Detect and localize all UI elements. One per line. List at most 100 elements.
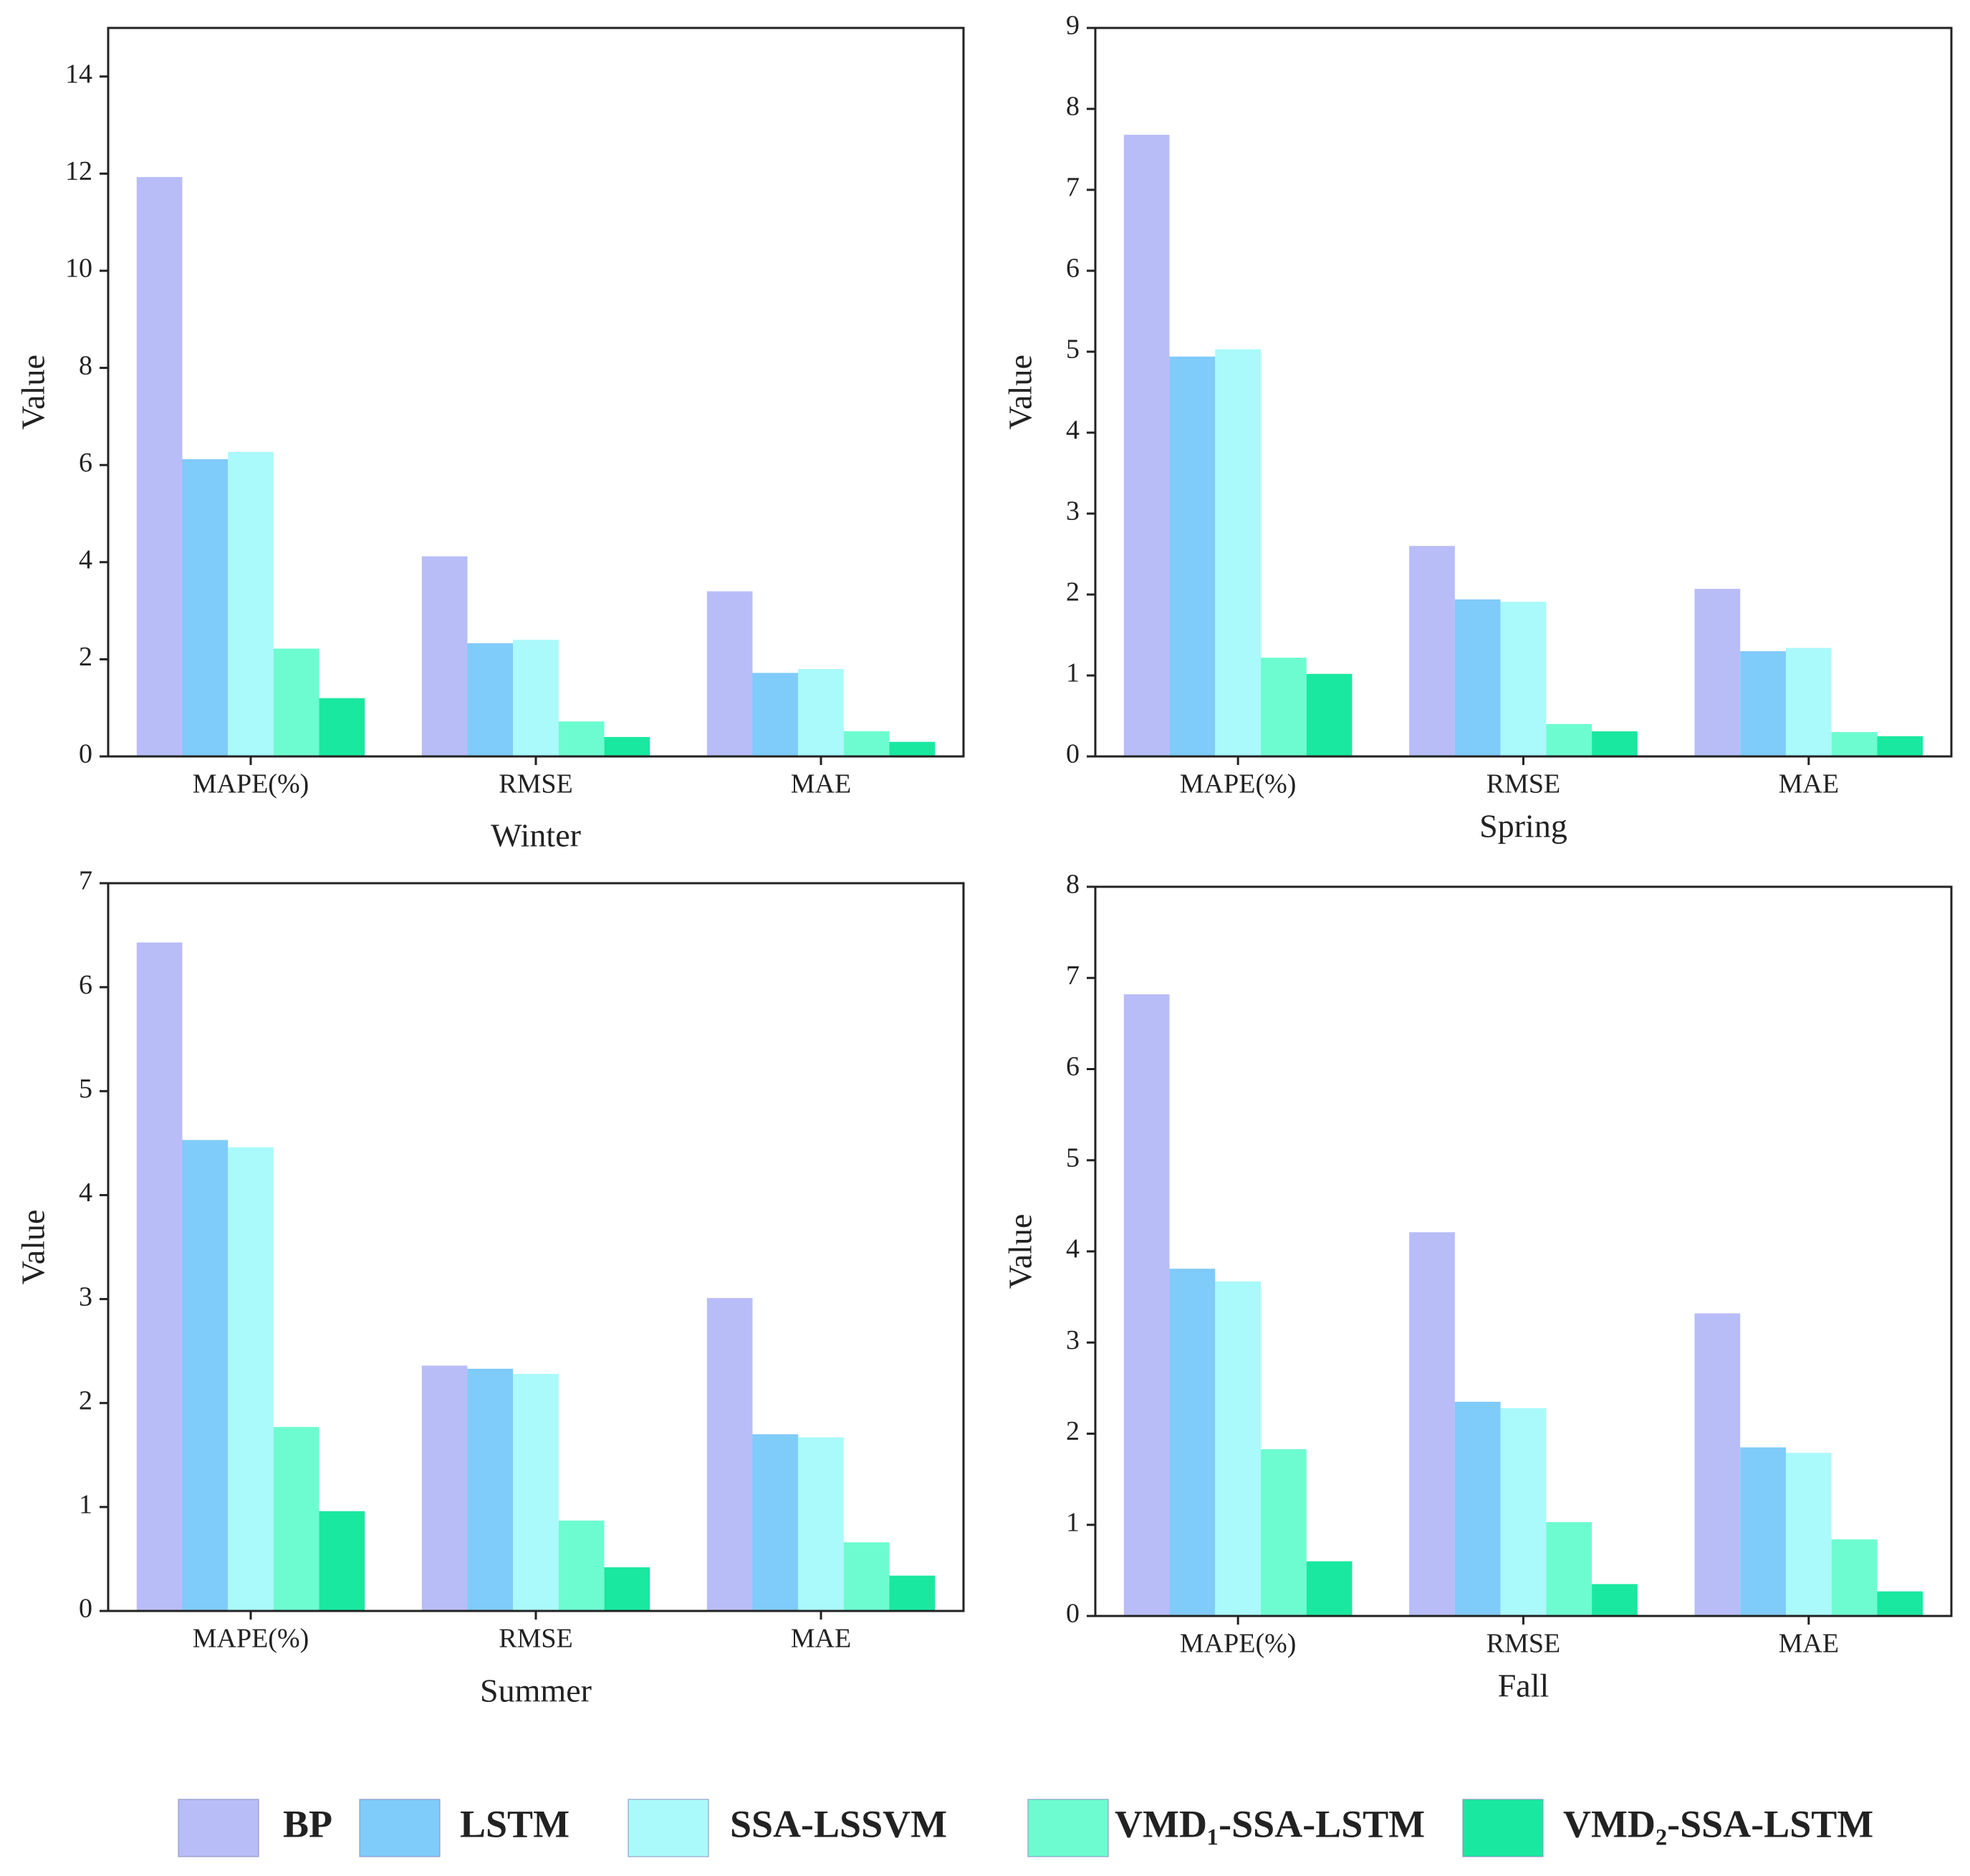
x-axis-title: Fall [1498, 1668, 1549, 1704]
y-tick-label: 14 [65, 59, 92, 90]
bar [798, 668, 844, 756]
legend-label: LSTM [460, 1802, 570, 1845]
legend-label: SSA-LSSVM [730, 1802, 947, 1845]
x-tick-label: MAPE(%) [1180, 769, 1297, 799]
y-tick-label: 1 [1066, 1507, 1080, 1537]
bar [1500, 1408, 1547, 1616]
y-tick-label: 4 [1066, 415, 1080, 446]
bar [1409, 546, 1455, 756]
bar [1592, 1584, 1638, 1616]
bar [1306, 673, 1352, 756]
y-tick-label: 8 [1066, 870, 1080, 900]
y-tick-label: 3 [79, 1281, 92, 1312]
x-axis-title: Spring [1479, 808, 1567, 845]
x-tick-label: MAPE(%) [1180, 1629, 1297, 1659]
bar [889, 741, 936, 756]
bar [1169, 1269, 1216, 1616]
plot-frame [107, 882, 965, 1612]
bar [136, 177, 183, 756]
legend-label: BP [283, 1802, 332, 1845]
y-tick-label: 6 [1066, 1052, 1080, 1082]
bar [1123, 994, 1170, 1616]
legend-label: VMD₁-SSA-LSTM [1115, 1802, 1425, 1845]
bar [1306, 1561, 1352, 1616]
bar [1740, 1447, 1786, 1616]
bar [889, 1575, 936, 1611]
bar [319, 1511, 365, 1611]
bar [1831, 1539, 1878, 1616]
x-tick-label: MAPE(%) [193, 769, 309, 799]
y-tick-label: 0 [79, 739, 92, 769]
y-tick-label: 5 [1066, 1143, 1080, 1173]
y-tick-label: 6 [79, 970, 92, 1000]
y-tick-label: 4 [79, 1178, 92, 1208]
legend-swatch [1462, 1799, 1544, 1857]
y-tick-label: 10 [65, 254, 92, 284]
y-tick-label: 2 [79, 642, 92, 672]
legend-swatch [359, 1799, 441, 1857]
y-tick-label: 2 [1066, 1416, 1080, 1446]
x-tick-label: RMSE [1486, 1629, 1560, 1659]
x-tick-label: MAPE(%) [193, 1624, 309, 1654]
x-axis-title: Winter [491, 817, 581, 854]
bar [421, 556, 468, 756]
bar [1592, 731, 1638, 756]
bar [1215, 1281, 1262, 1616]
y-axis-title: Value [15, 355, 52, 430]
bar [1454, 1401, 1501, 1616]
y-tick-label: 4 [79, 545, 92, 575]
bar [1877, 736, 1923, 756]
bar [558, 1520, 605, 1611]
y-tick-label: 2 [79, 1385, 92, 1415]
bar [1831, 732, 1878, 756]
y-tick-label: 1 [1066, 658, 1080, 688]
y-tick-label: 12 [65, 156, 92, 186]
bar [1546, 1521, 1592, 1616]
bar [513, 640, 559, 756]
plot-frame [107, 27, 965, 758]
legend-swatch [628, 1799, 709, 1857]
legend-swatch [1027, 1799, 1109, 1857]
bar [228, 1147, 274, 1611]
bar [273, 1427, 319, 1611]
y-tick-label: 1 [79, 1490, 92, 1520]
bar [604, 1567, 650, 1611]
y-tick-label: 0 [1066, 1599, 1080, 1629]
x-tick-label: MAE [791, 769, 851, 799]
legend-swatch [178, 1799, 259, 1857]
y-tick-label: 8 [79, 350, 92, 380]
y-tick-label: 7 [79, 866, 92, 896]
x-tick-label: MAE [791, 1624, 851, 1654]
bar [604, 736, 650, 756]
bar [467, 643, 514, 756]
x-tick-label: MAE [1779, 769, 1839, 799]
bar [1694, 589, 1741, 756]
y-tick-label: 2 [1066, 577, 1080, 607]
x-tick-label: RMSE [499, 769, 572, 799]
bar [798, 1437, 844, 1611]
bar [706, 591, 753, 756]
bar [1546, 723, 1592, 756]
plot-frame [1094, 885, 1953, 1617]
y-tick-label: 7 [1066, 961, 1080, 991]
y-axis-title: Value [1002, 355, 1039, 430]
bar [1454, 599, 1501, 756]
bar [136, 942, 183, 1611]
bar [752, 1434, 799, 1611]
y-tick-label: 5 [79, 1074, 92, 1104]
bar [1500, 602, 1547, 756]
bar [1261, 658, 1307, 756]
y-tick-label: 0 [1066, 739, 1080, 769]
y-tick-label: 4 [1066, 1234, 1080, 1264]
x-tick-label: MAE [1779, 1629, 1839, 1659]
y-tick-label: 7 [1066, 173, 1080, 203]
y-tick-label: 3 [1066, 1325, 1080, 1355]
y-axis-title: Value [1002, 1214, 1039, 1289]
bar [706, 1298, 753, 1611]
bar [273, 648, 319, 756]
bar [1694, 1313, 1741, 1616]
bar [1409, 1232, 1455, 1616]
bar [1215, 349, 1262, 756]
bar [182, 459, 229, 756]
bar [843, 1542, 890, 1611]
